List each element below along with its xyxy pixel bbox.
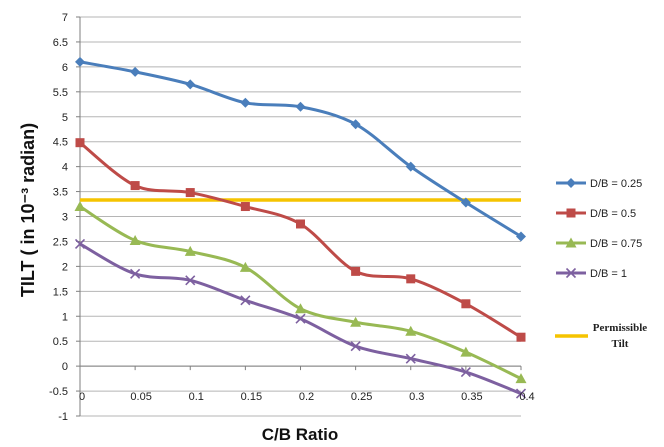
- data-point: [405, 353, 416, 364]
- x-tick-label: 0.05: [130, 391, 151, 403]
- data-point: [130, 181, 140, 191]
- tick-labels: -1 -0.5 0 0.5 1 1.5 2 2.5 3 3.5 4 4.5 5 5.5 6 6.5 7 0 0.05…: [49, 12, 535, 423]
- data-point: [75, 138, 85, 148]
- data-point: [460, 197, 471, 208]
- y-tick-label: 7: [62, 12, 68, 24]
- series-4: [74, 238, 527, 399]
- data-point: [239, 261, 251, 272]
- data-point: [461, 299, 471, 309]
- data-point: [74, 201, 86, 212]
- y-tick-label: 3.5: [53, 187, 68, 199]
- data-point: [405, 325, 417, 336]
- series-2: [75, 138, 526, 342]
- data-point: [240, 202, 250, 212]
- y-tick-label: -1: [58, 411, 68, 423]
- data-point: [350, 119, 361, 130]
- legend-label: D/B = 0.75: [590, 238, 642, 250]
- data-point: [296, 219, 305, 229]
- y-tick-label: 6.5: [53, 37, 68, 49]
- y-tick-label: 6: [62, 62, 68, 74]
- y-tick-label: 1.5: [53, 286, 68, 298]
- legend-label: D/B = 0.25: [590, 178, 642, 190]
- data-point: [460, 346, 472, 357]
- gridlines: [80, 16, 521, 417]
- series-line: [79, 205, 522, 380]
- legend-label: D/B = 1: [590, 268, 627, 280]
- y-tick-label: 4: [62, 162, 68, 174]
- y-tick-label: 2: [62, 261, 68, 273]
- data-point: [350, 341, 361, 352]
- y-tick-label: 0: [62, 361, 68, 373]
- data-point: [460, 367, 471, 378]
- data-point: [130, 268, 141, 279]
- y-tick-label: 5: [62, 112, 68, 124]
- x-tick-label: 0.35: [461, 391, 482, 403]
- legend-marker: [566, 178, 576, 188]
- data-point: [185, 188, 195, 198]
- series-line: [79, 60, 522, 238]
- x-tick-label: 0.25: [351, 391, 372, 403]
- data-point: [240, 295, 251, 306]
- data-point: [240, 97, 251, 108]
- legend-marker: [566, 208, 576, 218]
- series-3: [74, 201, 527, 384]
- data-point: [406, 274, 416, 284]
- x-tick-label: 0.2: [299, 391, 314, 403]
- y-tick-label: 0.5: [53, 336, 68, 348]
- legend-marker: [565, 267, 577, 279]
- x-tick-label: 0: [79, 391, 85, 403]
- data-point: [74, 238, 86, 249]
- data-point: [75, 56, 85, 67]
- x-tick-label: 0.1: [189, 391, 204, 403]
- data-point: [516, 332, 526, 342]
- x-axis-title: C/B Ratio: [262, 425, 339, 444]
- series-1: [75, 56, 526, 242]
- y-tick-label: 2.5: [53, 236, 68, 248]
- x-tick-label: 0.3: [409, 391, 424, 403]
- legend-label: D/B = 0.5: [590, 208, 636, 220]
- y-tick-label: 5.5: [53, 87, 68, 99]
- data-point: [516, 231, 526, 242]
- data-point: [515, 373, 527, 384]
- legend-marker: [565, 237, 577, 248]
- y-tick-label: -0.5: [49, 386, 68, 398]
- data-point: [129, 234, 141, 245]
- legend-label-permissible: Permissible: [593, 322, 647, 334]
- data-point: [295, 303, 306, 314]
- legend: D/B = 0.25 D/B = 0.5 D/B = 0.75 D/B = 1 Perm…: [555, 178, 647, 350]
- data-point: [185, 275, 196, 286]
- data-point: [515, 388, 527, 399]
- y-tick-label: 3: [62, 212, 68, 224]
- data-point: [295, 313, 306, 324]
- data-point: [184, 245, 196, 256]
- data-point: [130, 66, 141, 77]
- data-point: [405, 161, 416, 172]
- data-point: [351, 266, 361, 276]
- y-axis-title: TILT ( in 10⁻³ radian): [18, 123, 38, 297]
- data-point: [295, 101, 306, 112]
- y-tick-label: 4.5: [53, 137, 68, 149]
- x-tick-label: 0.4: [519, 391, 534, 403]
- legend-label-permissible: Tilt: [612, 338, 629, 350]
- data-point: [350, 316, 362, 327]
- data-point: [185, 79, 196, 90]
- x-tick-label: 0.15: [241, 391, 262, 403]
- series-lines: [74, 56, 527, 399]
- y-tick-label: 1: [62, 311, 68, 323]
